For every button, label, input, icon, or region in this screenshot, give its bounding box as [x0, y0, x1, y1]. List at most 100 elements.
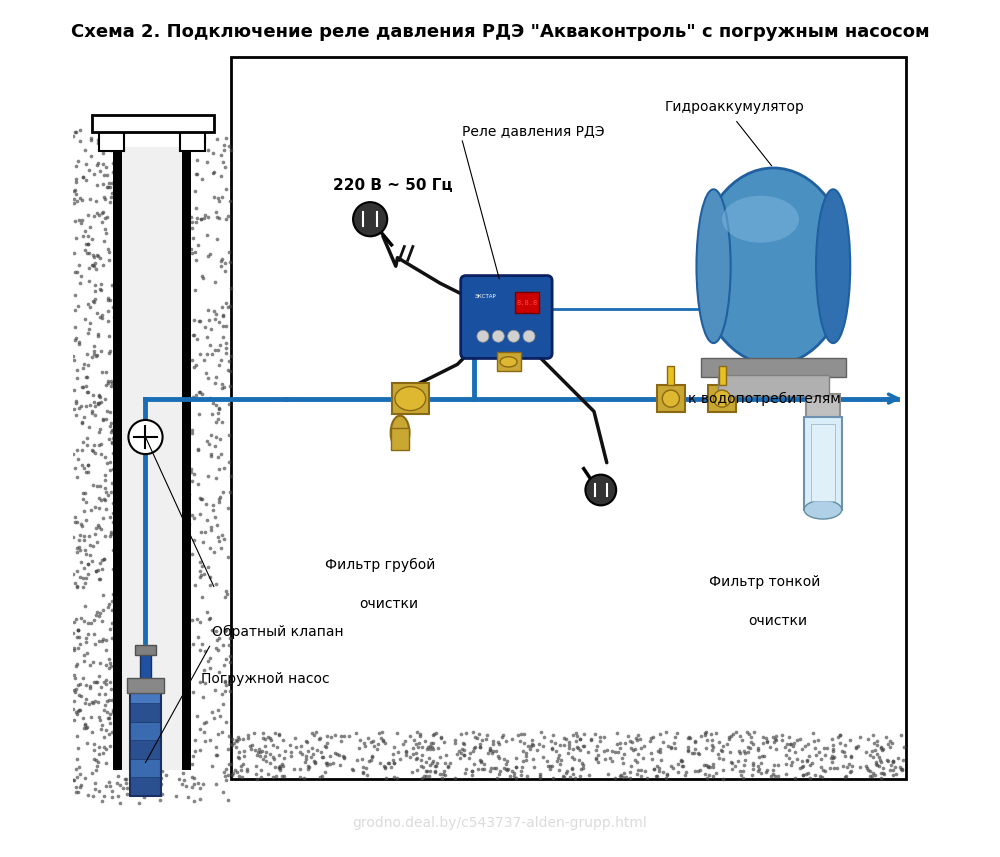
- Point: [785, 739, 801, 752]
- Point: [430, 740, 446, 754]
- Point: [868, 757, 884, 770]
- Point: [105, 587, 121, 601]
- Point: [714, 744, 730, 758]
- Point: [95, 746, 111, 760]
- Point: [75, 171, 91, 184]
- Point: [194, 387, 210, 401]
- Point: [824, 749, 840, 763]
- Point: [646, 762, 662, 776]
- Point: [314, 751, 330, 764]
- Point: [627, 753, 643, 767]
- Point: [71, 401, 87, 415]
- Point: [100, 180, 116, 194]
- Point: [533, 725, 549, 739]
- Point: [86, 743, 102, 757]
- Point: [98, 160, 114, 174]
- Point: [218, 346, 234, 360]
- Point: [187, 184, 203, 198]
- Point: [69, 546, 85, 560]
- Point: [93, 283, 109, 297]
- Point: [104, 602, 120, 616]
- Point: [93, 396, 109, 410]
- Point: [719, 737, 735, 751]
- Point: [156, 620, 172, 634]
- Point: [127, 574, 143, 588]
- Point: [218, 584, 234, 598]
- Point: [758, 765, 774, 779]
- Point: [87, 409, 103, 423]
- Point: [212, 339, 228, 352]
- Point: [90, 136, 106, 150]
- Point: [112, 716, 128, 729]
- Point: [356, 736, 372, 750]
- Point: [115, 542, 131, 556]
- Point: [217, 256, 233, 270]
- Point: [95, 258, 111, 272]
- Point: [366, 739, 382, 752]
- Point: [216, 461, 232, 475]
- Point: [525, 739, 541, 752]
- Point: [92, 656, 108, 669]
- Point: [71, 213, 87, 227]
- Point: [681, 730, 697, 744]
- Point: [480, 746, 496, 760]
- Point: [190, 238, 206, 252]
- Point: [801, 749, 817, 763]
- Point: [221, 455, 237, 469]
- Point: [824, 733, 840, 746]
- Point: [91, 746, 107, 760]
- Point: [879, 752, 895, 766]
- Text: grodno.deal.by/c543737-alden-grupp.html: grodno.deal.by/c543737-alden-grupp.html: [353, 816, 647, 830]
- Point: [405, 746, 421, 760]
- Point: [152, 659, 168, 673]
- Point: [787, 771, 803, 785]
- Point: [592, 734, 608, 748]
- Point: [203, 322, 219, 336]
- Point: [163, 626, 179, 639]
- Point: [616, 766, 632, 780]
- Point: [199, 434, 215, 447]
- Point: [117, 620, 133, 634]
- Point: [740, 740, 756, 753]
- Point: [95, 602, 111, 616]
- Point: [189, 153, 205, 166]
- Point: [97, 223, 113, 237]
- Point: [81, 246, 97, 260]
- Point: [183, 210, 199, 224]
- Point: [715, 764, 731, 777]
- Point: [797, 740, 813, 753]
- Point: [101, 652, 117, 666]
- Point: [300, 759, 316, 773]
- Point: [88, 753, 104, 767]
- Point: [693, 729, 709, 743]
- Point: [140, 549, 156, 563]
- Point: [67, 511, 83, 524]
- Point: [77, 577, 93, 590]
- Point: [68, 332, 84, 345]
- Point: [104, 476, 120, 490]
- Point: [222, 656, 238, 669]
- Point: [222, 650, 238, 663]
- Point: [199, 512, 215, 526]
- Point: [715, 752, 731, 766]
- Bar: [130, 722, 161, 740]
- Point: [109, 495, 125, 509]
- Point: [91, 520, 107, 534]
- Point: [414, 748, 430, 762]
- Point: [212, 490, 228, 504]
- Point: [97, 494, 113, 507]
- Point: [418, 770, 434, 783]
- Point: [148, 625, 164, 638]
- Point: [609, 737, 625, 751]
- Point: [200, 143, 216, 157]
- Point: [66, 196, 82, 210]
- Point: [117, 772, 133, 786]
- Point: [735, 764, 751, 778]
- Point: [196, 726, 212, 740]
- Point: [181, 518, 197, 531]
- Point: [206, 710, 222, 724]
- Point: [193, 212, 209, 225]
- Point: [702, 760, 718, 774]
- Point: [68, 394, 84, 408]
- Point: [211, 315, 227, 329]
